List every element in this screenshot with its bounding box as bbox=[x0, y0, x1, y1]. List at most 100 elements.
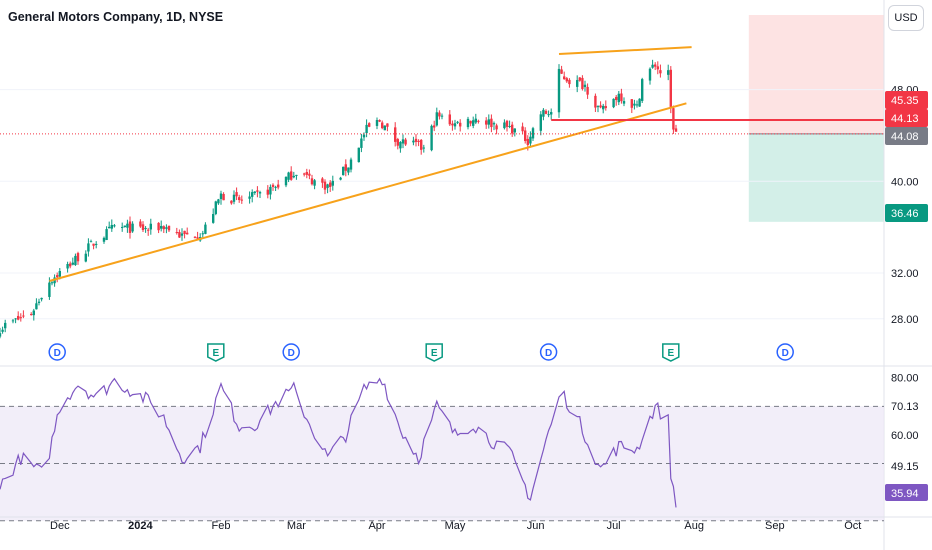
take-profit-zone bbox=[748, 133, 884, 222]
dividend-marker bbox=[776, 343, 794, 361]
candle-body bbox=[524, 130, 527, 142]
candle-body bbox=[466, 118, 470, 128]
candle-body bbox=[674, 128, 678, 132]
candle-body bbox=[178, 231, 181, 238]
candle-body bbox=[76, 253, 80, 262]
candle-body bbox=[201, 233, 204, 235]
candle-body bbox=[586, 86, 589, 95]
candle-body bbox=[40, 297, 43, 300]
candle-body bbox=[232, 194, 236, 202]
candle-body bbox=[87, 243, 90, 252]
candle-body bbox=[365, 124, 368, 134]
candle-body bbox=[505, 120, 509, 127]
candle-body bbox=[14, 318, 17, 320]
candle-body bbox=[30, 314, 33, 316]
candle-body bbox=[11, 320, 15, 322]
candle-body bbox=[672, 108, 675, 130]
candle-body bbox=[290, 171, 293, 180]
candle-body bbox=[638, 98, 641, 107]
candle-body bbox=[326, 184, 329, 188]
candle-body bbox=[513, 128, 516, 133]
candle-body bbox=[74, 255, 77, 266]
candle-body bbox=[596, 106, 600, 108]
event-marker-label: D bbox=[54, 348, 61, 359]
candle-body bbox=[669, 69, 672, 109]
candle-body bbox=[251, 192, 254, 197]
dividend-marker bbox=[48, 343, 66, 361]
candle-body bbox=[131, 223, 134, 232]
candle-body bbox=[375, 120, 379, 126]
price-tick-label: 40.00 bbox=[891, 176, 919, 188]
candle-body bbox=[147, 229, 150, 231]
candle-body bbox=[295, 174, 298, 176]
candle-body bbox=[271, 184, 275, 188]
candle-body bbox=[347, 167, 350, 173]
candle-body bbox=[149, 223, 152, 230]
candle-body bbox=[472, 120, 475, 126]
candle-body bbox=[17, 315, 20, 320]
candle-body bbox=[503, 122, 506, 129]
candle-body bbox=[357, 147, 360, 163]
candle-body bbox=[113, 225, 116, 227]
candle-body bbox=[648, 68, 652, 81]
candle-body bbox=[396, 139, 399, 146]
candle-body bbox=[508, 126, 511, 128]
candle-body bbox=[256, 190, 259, 192]
candle-body bbox=[235, 192, 238, 197]
time-tick-label: Aug bbox=[684, 520, 704, 532]
candle-body bbox=[487, 119, 490, 125]
candle-body bbox=[451, 123, 454, 126]
candle-body bbox=[253, 191, 256, 193]
candle-body bbox=[4, 322, 7, 329]
candle-body bbox=[495, 125, 498, 130]
time-tick-label: Apr bbox=[368, 520, 385, 532]
candle-body bbox=[230, 200, 233, 204]
candle-body bbox=[19, 317, 22, 319]
candle-body bbox=[550, 112, 553, 115]
candle-body bbox=[313, 180, 316, 186]
candle-body bbox=[310, 178, 314, 185]
candle-body bbox=[430, 125, 433, 151]
candle-body bbox=[331, 180, 334, 186]
candle-body bbox=[433, 125, 436, 128]
candle-body bbox=[412, 140, 415, 143]
candle-body bbox=[214, 201, 217, 214]
dividend-marker bbox=[282, 343, 300, 361]
price-level-badge bbox=[885, 109, 928, 127]
candle-body bbox=[620, 93, 623, 102]
stop-loss-zone bbox=[748, 15, 884, 134]
currency-button[interactable]: USD bbox=[888, 5, 924, 31]
candle-body bbox=[344, 164, 347, 171]
candle-body bbox=[266, 189, 269, 195]
candle-body bbox=[542, 109, 545, 117]
candle-body bbox=[456, 121, 459, 123]
candle-body bbox=[212, 214, 215, 223]
time-tick-label: Dec bbox=[50, 520, 70, 532]
price-level-badge bbox=[885, 91, 928, 109]
rsi-value-badge bbox=[885, 484, 928, 501]
candle-body bbox=[48, 282, 51, 297]
time-tick-label: Sep bbox=[765, 520, 785, 532]
time-tick-label: Jun bbox=[527, 520, 545, 532]
candle-body bbox=[435, 112, 438, 126]
candle-body bbox=[308, 173, 311, 176]
candle-body bbox=[401, 139, 405, 144]
candle-body bbox=[594, 95, 597, 108]
time-tick-label: Oct bbox=[844, 520, 861, 532]
candle-body bbox=[565, 78, 568, 82]
candle-body bbox=[469, 120, 472, 124]
rsi-tick-label: 60.00 bbox=[891, 430, 919, 442]
candle-body bbox=[258, 192, 262, 194]
candle-body bbox=[659, 70, 662, 74]
candle-body bbox=[269, 186, 272, 195]
candle-body bbox=[448, 114, 451, 125]
candle-body bbox=[69, 263, 72, 267]
event-marker-label: E bbox=[667, 348, 674, 359]
candle-body bbox=[339, 177, 342, 180]
price-level-badge bbox=[885, 204, 928, 222]
candle-body bbox=[362, 134, 366, 138]
event-marker-label: E bbox=[431, 348, 438, 359]
candle-body bbox=[386, 123, 389, 127]
candle-body bbox=[477, 120, 480, 122]
